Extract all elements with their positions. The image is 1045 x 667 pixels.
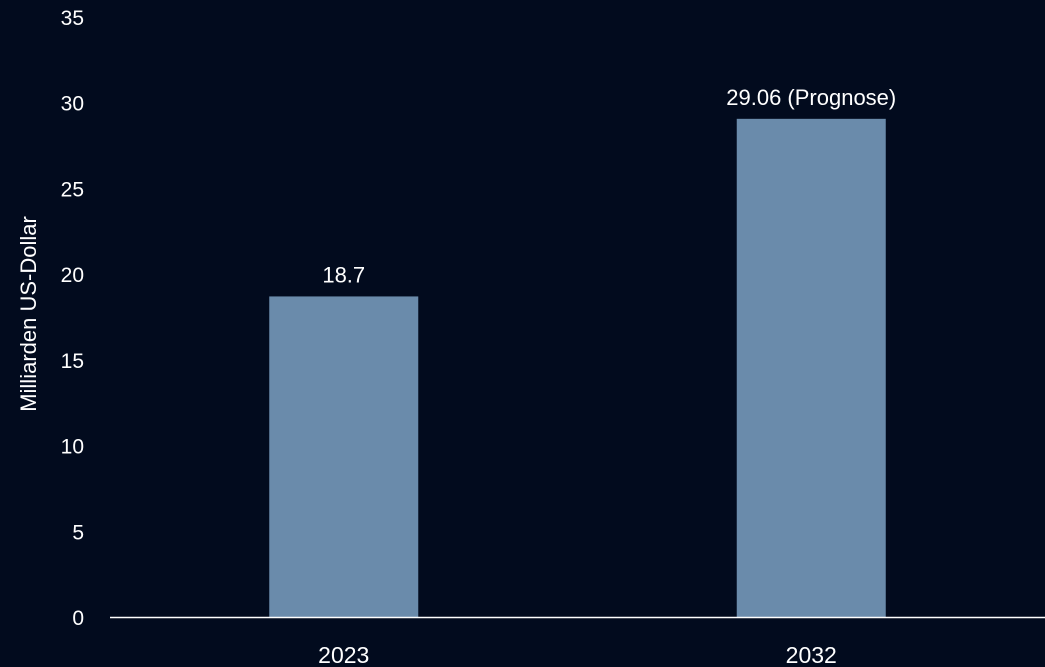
bar-2032	[736, 118, 886, 617]
y-tick-label: 5	[72, 521, 84, 544]
y-tick-label: 0	[72, 607, 84, 630]
data-label-2023: 18.7	[322, 262, 365, 287]
y-tick-label: 10	[61, 436, 84, 459]
y-tick-label: 35	[61, 7, 84, 30]
y-tick-label: 30	[61, 93, 84, 116]
bars-group	[269, 118, 886, 617]
y-axis-title: Milliarden US-Dollar	[16, 216, 41, 412]
bar-2023	[269, 296, 419, 617]
y-tick-label: 15	[61, 350, 84, 373]
x-axis-category-labels: 2023 2032	[318, 642, 837, 667]
x-category-label-2023: 2023	[318, 642, 369, 667]
y-axis-ticks: 0 5 10 15 20 25 30 35	[61, 7, 84, 630]
y-tick-label: 25	[61, 178, 84, 201]
data-label-2032: 29.06 (Prognose)	[726, 85, 896, 110]
data-labels-group: 18.7 29.06 (Prognose)	[322, 85, 896, 288]
y-tick-label: 20	[61, 264, 84, 287]
x-category-label-2032: 2032	[786, 642, 837, 667]
